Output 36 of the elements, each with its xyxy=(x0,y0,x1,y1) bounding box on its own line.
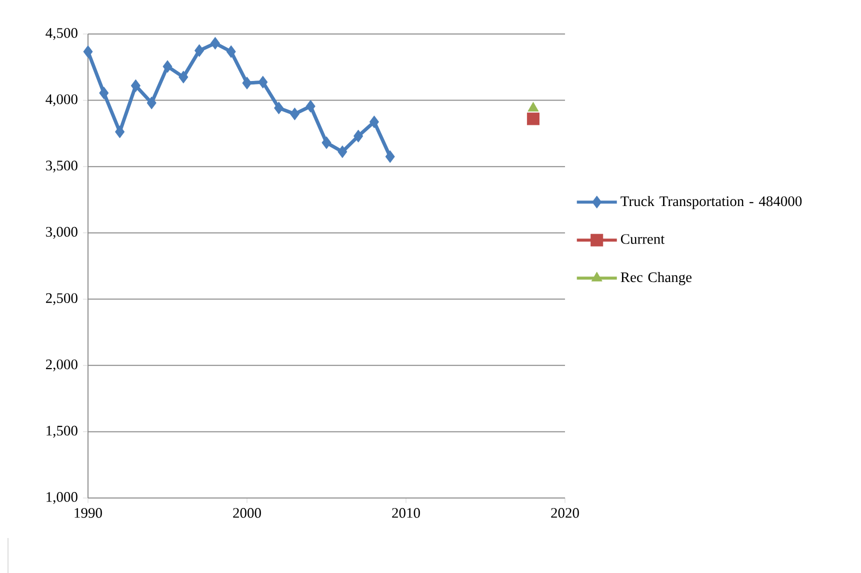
y-tick-label: 3,500 xyxy=(46,160,78,172)
y-tick-label: 3,000 xyxy=(46,226,78,239)
y-tick-label: 1,000 xyxy=(46,492,78,504)
point xyxy=(115,126,125,138)
y-tick-label: 1,500 xyxy=(46,426,78,438)
legend-label: Truck Transportation - 484000 xyxy=(620,196,802,210)
x-tick-label: 2000 xyxy=(233,508,261,518)
point xyxy=(162,60,172,73)
legend-label: Current xyxy=(620,234,665,244)
point xyxy=(242,76,252,90)
point xyxy=(338,145,348,158)
point xyxy=(210,37,220,50)
y-tick-label: 4,000 xyxy=(46,94,78,106)
point xyxy=(385,150,395,163)
point xyxy=(194,44,204,57)
x-tick-label: 1990 xyxy=(74,508,102,518)
point xyxy=(178,70,188,84)
y-tick-label: 2,000 xyxy=(46,359,78,372)
point xyxy=(526,112,540,126)
point xyxy=(369,116,379,128)
point xyxy=(290,108,300,120)
point xyxy=(146,96,156,110)
y-tick-label: 4,500 xyxy=(46,28,78,40)
point xyxy=(322,136,332,149)
point xyxy=(226,45,236,58)
point xyxy=(274,102,284,114)
point xyxy=(258,76,268,88)
legend-label: Rec Change xyxy=(620,272,692,286)
y-tick-label: 2,500 xyxy=(46,293,78,306)
point xyxy=(99,86,109,100)
x-tick-label: 2010 xyxy=(392,508,420,518)
point xyxy=(354,130,364,142)
point xyxy=(83,45,93,58)
point xyxy=(130,79,140,92)
point xyxy=(306,100,316,112)
x-tick-label: 2020 xyxy=(551,508,579,518)
